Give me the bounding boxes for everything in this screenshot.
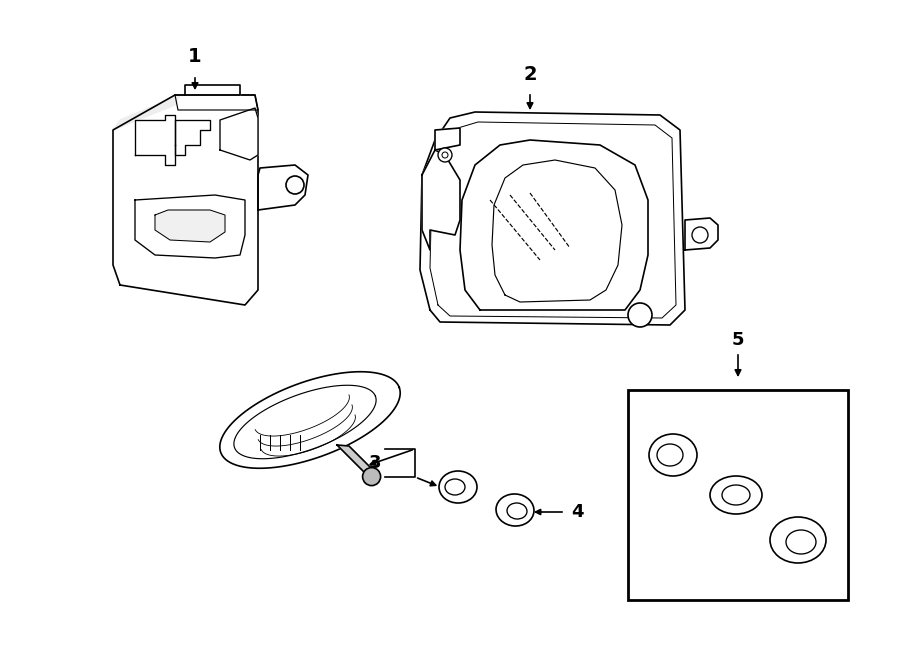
- Circle shape: [628, 303, 652, 327]
- Text: 5: 5: [732, 331, 744, 349]
- Polygon shape: [422, 150, 460, 250]
- Polygon shape: [420, 112, 685, 325]
- Ellipse shape: [710, 476, 762, 514]
- Bar: [628, 390, 848, 600]
- Ellipse shape: [722, 485, 750, 505]
- Polygon shape: [492, 160, 622, 302]
- Polygon shape: [220, 108, 258, 160]
- Ellipse shape: [496, 494, 534, 526]
- Polygon shape: [135, 195, 245, 258]
- Ellipse shape: [439, 471, 477, 503]
- Polygon shape: [430, 122, 676, 318]
- Ellipse shape: [507, 503, 527, 519]
- Polygon shape: [258, 165, 308, 210]
- Text: 1: 1: [188, 48, 202, 67]
- Circle shape: [442, 152, 448, 158]
- Ellipse shape: [786, 530, 816, 554]
- Text: 2: 2: [523, 65, 536, 85]
- Ellipse shape: [657, 444, 683, 466]
- Circle shape: [363, 467, 381, 486]
- Ellipse shape: [649, 434, 697, 476]
- Text: 4: 4: [571, 503, 583, 521]
- Ellipse shape: [770, 517, 826, 563]
- Circle shape: [286, 176, 304, 194]
- Polygon shape: [685, 218, 718, 250]
- Polygon shape: [155, 210, 225, 242]
- Ellipse shape: [445, 479, 465, 495]
- Circle shape: [438, 148, 452, 162]
- Polygon shape: [113, 95, 180, 130]
- Polygon shape: [337, 445, 375, 473]
- Polygon shape: [135, 115, 175, 165]
- Polygon shape: [175, 120, 210, 155]
- Polygon shape: [113, 95, 258, 305]
- Circle shape: [692, 227, 708, 243]
- Polygon shape: [220, 371, 400, 468]
- Text: 3: 3: [369, 454, 382, 472]
- Polygon shape: [460, 140, 648, 310]
- Polygon shape: [435, 128, 460, 150]
- Polygon shape: [234, 385, 376, 459]
- Polygon shape: [185, 85, 240, 95]
